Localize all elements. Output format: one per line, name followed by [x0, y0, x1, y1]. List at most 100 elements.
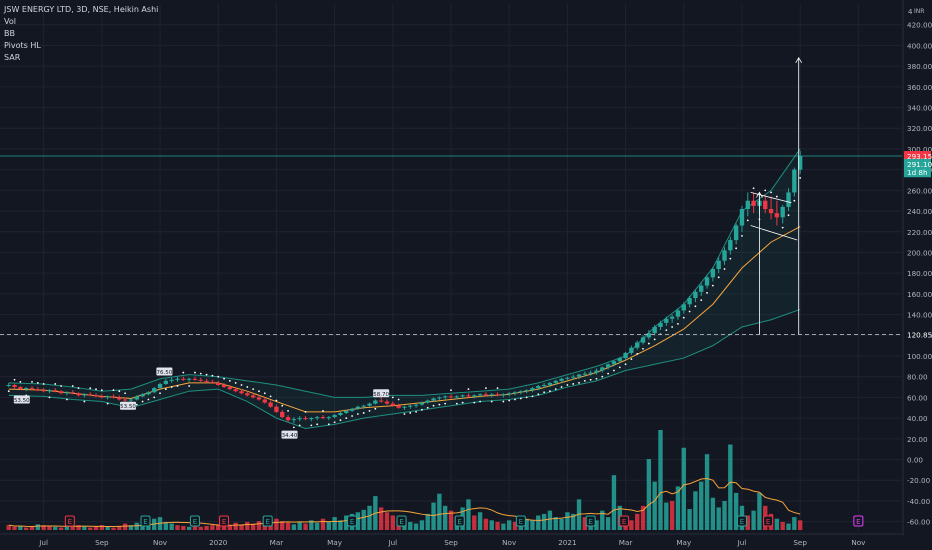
sar-dot — [345, 417, 348, 420]
candle-body — [274, 406, 279, 412]
volume-bar — [309, 520, 314, 530]
earnings-badge[interactable] — [396, 515, 407, 527]
pivot-text: 34.40 — [282, 433, 298, 439]
candle-body — [297, 418, 302, 420]
sar-dot — [170, 386, 173, 388]
volume-bar — [658, 430, 663, 530]
candle-body — [41, 390, 46, 392]
earnings-badge-text: E — [265, 518, 269, 526]
volume-bar — [431, 502, 436, 530]
y-tick-label: 340.00 — [907, 104, 932, 113]
candle-body — [437, 397, 442, 399]
sar-dot — [519, 397, 522, 400]
price-axis[interactable] — [903, 0, 932, 550]
x-tick-label: Nov — [153, 538, 168, 547]
legend-bb[interactable]: BB — [4, 29, 15, 38]
candle-body — [472, 395, 477, 397]
volume-bar — [472, 515, 477, 530]
sar-dot — [31, 380, 33, 383]
volume-bar — [245, 521, 250, 530]
pivot-label: 58.70 — [373, 389, 390, 398]
earnings-badge[interactable] — [64, 515, 75, 527]
volume-bar — [699, 481, 704, 530]
candle-body — [175, 378, 180, 380]
sar-dot — [793, 199, 796, 202]
candle-body — [309, 418, 314, 420]
x-tick-label: Mar — [619, 538, 633, 547]
earnings-badge[interactable] — [515, 515, 526, 527]
candle-body — [291, 419, 297, 421]
y-tick-label: 160.00 — [907, 290, 932, 299]
volume-bar — [541, 513, 547, 530]
sar-dot — [479, 400, 481, 403]
sar-dot — [694, 305, 697, 308]
candle-body — [710, 269, 716, 278]
sar-dot — [188, 385, 191, 387]
sar-dot — [234, 382, 237, 384]
sar-dot — [397, 398, 400, 401]
earnings-badge[interactable] — [585, 515, 596, 527]
x-tick-label: Sep — [95, 538, 109, 547]
x-tick-label: Jul — [737, 538, 747, 547]
candle-body — [285, 417, 291, 421]
sar-dot — [775, 195, 778, 198]
volume-bar — [332, 517, 337, 530]
legend-vol[interactable]: Vol — [4, 17, 16, 26]
volume-bar — [105, 526, 110, 530]
sar-dot — [409, 412, 412, 414]
legend-sar[interactable]: SAR — [4, 53, 21, 62]
candle-body — [35, 389, 41, 391]
earnings-badge[interactable] — [262, 515, 273, 527]
volume-bar — [501, 523, 506, 530]
time-axis[interactable] — [0, 534, 903, 550]
sar-dot — [630, 358, 633, 361]
volume-bar — [797, 520, 803, 530]
pivot-text: 58.70 — [373, 392, 389, 398]
sar-dot — [240, 384, 243, 386]
candle-body — [314, 417, 320, 419]
volume-bar — [361, 509, 366, 530]
sar-dot — [298, 424, 301, 427]
sar-dot — [717, 276, 720, 279]
sar-dot — [706, 291, 708, 294]
earnings-badge[interactable] — [736, 515, 747, 527]
sar-dot — [729, 257, 732, 260]
candle-body — [646, 333, 652, 338]
sar-dot — [153, 396, 156, 399]
volume-bar — [326, 521, 331, 530]
volume-bar — [175, 525, 180, 530]
candle-body — [198, 379, 203, 381]
candle-body — [477, 394, 483, 396]
sar-dot — [83, 400, 86, 403]
y-tick-label: 80.00 — [907, 373, 928, 382]
earnings-badge[interactable] — [763, 515, 774, 527]
candle-body — [733, 225, 739, 241]
earnings-badge-text: E — [458, 518, 462, 526]
sar-dot — [287, 409, 289, 412]
x-tick-label: Nov — [502, 538, 517, 547]
candle-body — [122, 399, 128, 401]
candle-body — [687, 298, 692, 305]
volume-bar — [448, 510, 454, 530]
earnings-badge[interactable] — [347, 515, 358, 527]
projection-arrow-head — [756, 191, 763, 198]
candle-body — [664, 318, 669, 323]
earnings-badge[interactable] — [619, 515, 630, 527]
candle-body — [53, 390, 58, 392]
earnings-badge-text: E — [588, 518, 592, 526]
legend-pivots[interactable]: Pivots HL — [4, 41, 41, 50]
volume-bar — [786, 523, 791, 530]
sar-dot — [642, 347, 644, 350]
earnings-badge[interactable] — [189, 515, 200, 527]
sar-dot — [554, 388, 557, 391]
earnings-badge[interactable] — [140, 515, 151, 527]
earnings-badge[interactable] — [454, 515, 465, 527]
sar-dot — [112, 389, 115, 392]
candle-body — [24, 388, 29, 390]
sar-dot — [316, 423, 319, 426]
earnings-badge[interactable] — [219, 515, 230, 527]
volume-bar — [483, 518, 489, 530]
earnings-badge[interactable] — [853, 515, 864, 527]
candle-body — [157, 383, 163, 389]
